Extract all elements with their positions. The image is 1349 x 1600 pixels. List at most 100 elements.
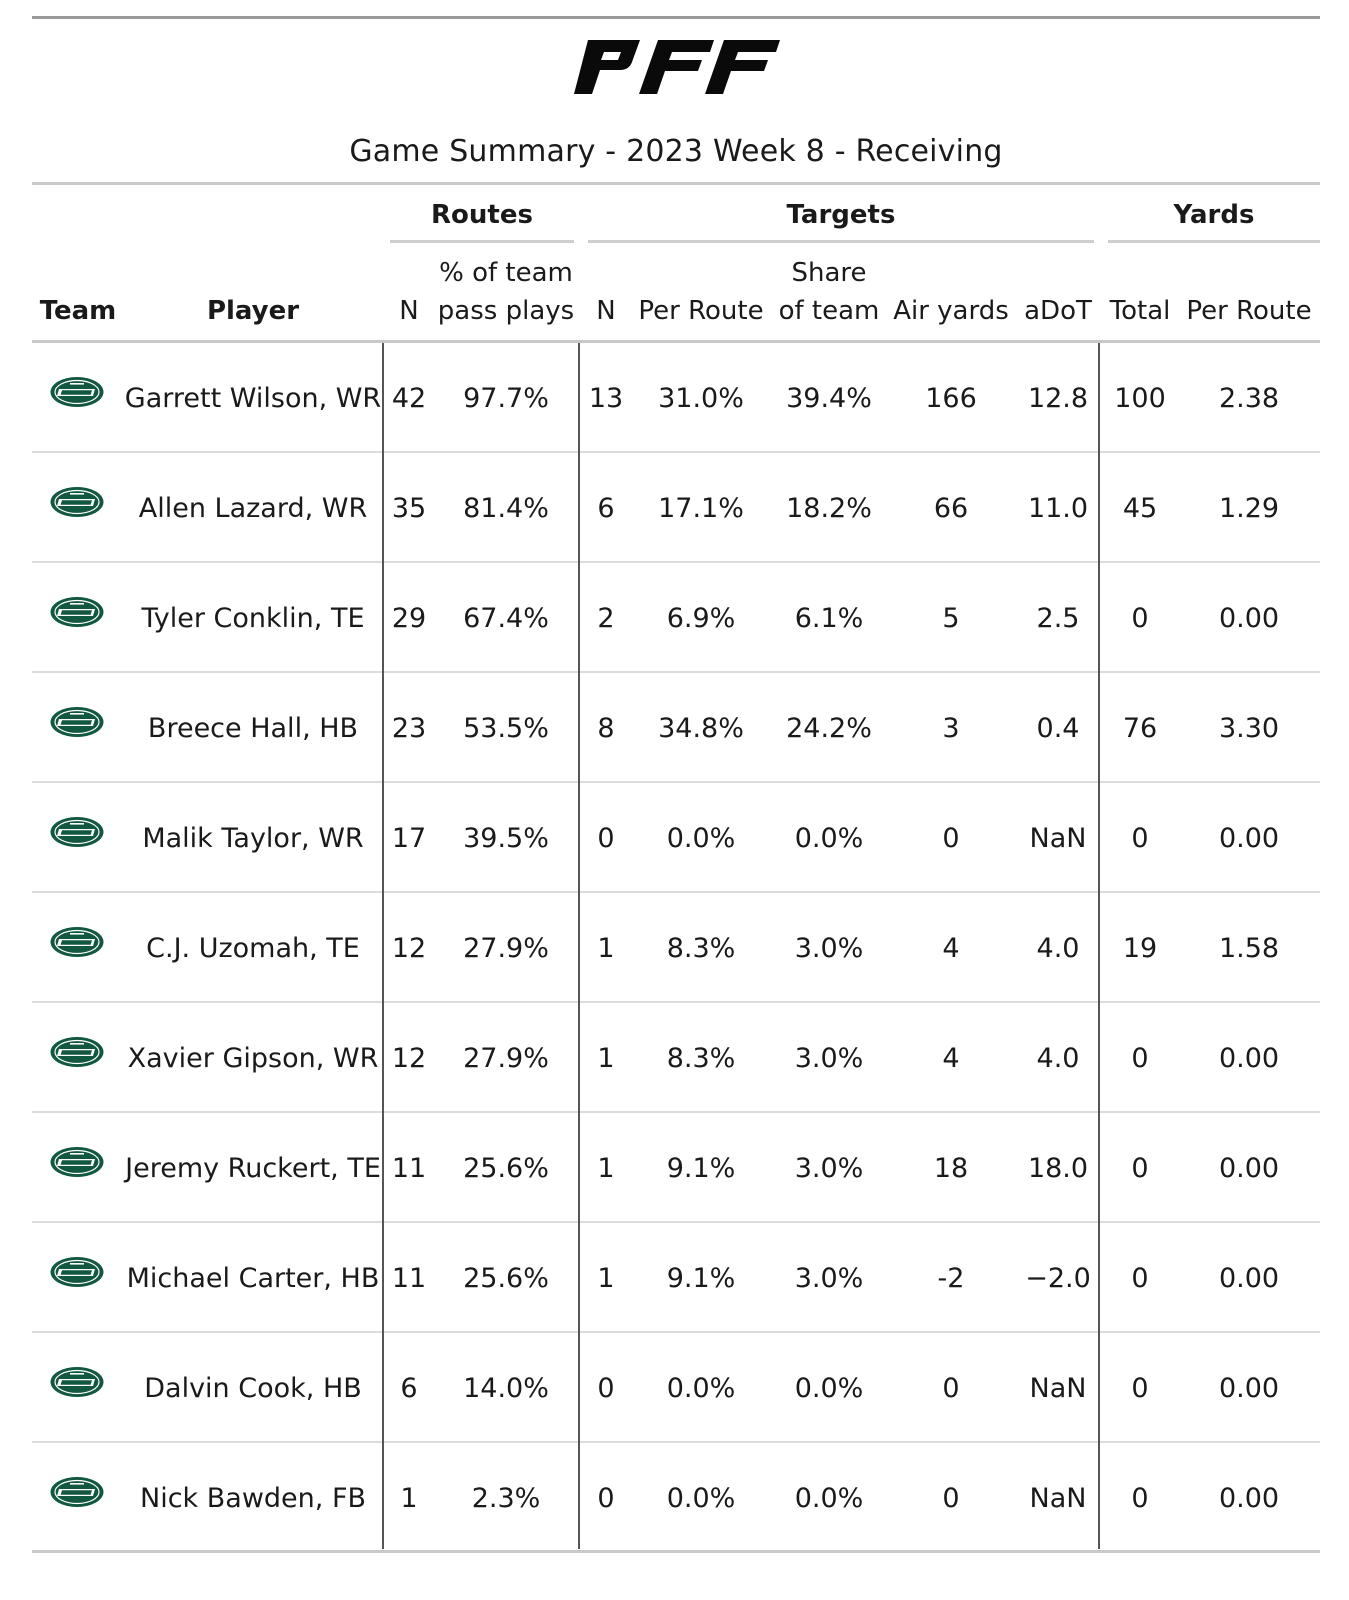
- cell-share: 18.2%: [786, 493, 872, 524]
- cell-yards-total: 0: [1131, 1043, 1149, 1074]
- cell-air-yards: 0: [942, 1483, 960, 1514]
- cell-targets-per-route: 0.0%: [666, 1483, 736, 1514]
- row-separator: [32, 451, 1320, 453]
- cell-yards-per-route: 3.30: [1218, 713, 1280, 744]
- header-rule: [32, 340, 1320, 343]
- pff-logo: [574, 40, 780, 94]
- cell-player: Allen Lazard, WR: [138, 493, 368, 524]
- cell-yards-per-route: 0.00: [1218, 1263, 1280, 1294]
- cell-player: Garrett Wilson, WR: [124, 383, 382, 414]
- cell-targets-per-route: 0.0%: [666, 823, 736, 854]
- cell-player: Breece Hall, HB: [147, 713, 359, 744]
- table-row: C.J. Uzomah, TE 12 27.9% 1 8.3% 3.0% 4 4.0 19 1.5…: [32, 893, 1320, 1003]
- cell-targets-per-route: 34.8%: [658, 713, 744, 744]
- cell-share: 6.1%: [794, 603, 864, 634]
- cell-adot: −2.0: [1025, 1263, 1091, 1294]
- jets-logo-icon: [50, 485, 104, 519]
- cell-routes-n: 12: [391, 933, 427, 964]
- cell-routes-n: 11: [391, 1263, 427, 1294]
- cell-yards-total: 19: [1122, 933, 1158, 964]
- cell-routes-pct: 67.4%: [463, 603, 549, 634]
- table-row: Tyler Conklin, TE 29 67.4% 2 6.9% 6.1% 5 2.5 0 0.…: [32, 563, 1320, 673]
- cell-player: Dalvin Cook, HB: [144, 1373, 362, 1404]
- title-rule: [32, 182, 1320, 185]
- cell-targets-n: 1: [597, 933, 615, 964]
- table-row: Malik Taylor, WR 17 39.5% 0 0.0% 0.0% 0 NaN 0 0.0…: [32, 783, 1320, 893]
- row-separator: [32, 1550, 1320, 1553]
- col-header-adot: aDoT: [1024, 296, 1092, 326]
- jets-logo-icon: [50, 1145, 104, 1179]
- divider-player-routes: [382, 343, 384, 1549]
- cell-player: Malik Taylor, WR: [142, 823, 364, 854]
- col-header-player: Player: [206, 296, 300, 326]
- table-row: Jeremy Ruckert, TE 11 25.6% 1 9.1% 3.0% 18 18.0…: [32, 1113, 1320, 1223]
- row-separator: [32, 1331, 1320, 1333]
- cell-share: 0.0%: [794, 823, 864, 854]
- cell-player: Jeremy Ruckert, TE: [125, 1153, 381, 1184]
- cell-targets-n: 0: [597, 1483, 615, 1514]
- cell-targets-per-route: 0.0%: [666, 1373, 736, 1404]
- cell-adot: NaN: [1029, 823, 1087, 854]
- table-body: Garrett Wilson, WR 42 97.7% 13 31.0% 39.4% 166…: [32, 343, 1320, 1553]
- col-header-share-line2: of team: [778, 296, 880, 326]
- cell-yards-per-route: 0.00: [1218, 1043, 1280, 1074]
- cell-routes-n: 12: [391, 1043, 427, 1074]
- cell-adot: 4.0: [1036, 933, 1080, 964]
- cell-routes-n: 6: [400, 1373, 418, 1404]
- cell-targets-n: 1: [597, 1263, 615, 1294]
- col-header-yards-per-route: Per Route: [1186, 296, 1312, 326]
- col-header-targets-per-route: Per Route: [638, 296, 764, 326]
- cell-yards-total: 100: [1114, 383, 1166, 414]
- cell-yards-per-route: 1.29: [1218, 493, 1280, 524]
- cell-air-yards: 4: [942, 1043, 960, 1074]
- row-separator: [32, 1441, 1320, 1443]
- cell-routes-n: 23: [391, 713, 427, 744]
- row-separator: [32, 561, 1320, 563]
- cell-routes-pct: 27.9%: [463, 1043, 549, 1074]
- cell-adot: 18.0: [1027, 1153, 1089, 1184]
- cell-share: 0.0%: [794, 1483, 864, 1514]
- col-header-routes-pct-line2: pass plays: [437, 296, 575, 326]
- table-row: Garrett Wilson, WR 42 97.7% 13 31.0% 39.4% 166…: [32, 343, 1320, 453]
- cell-yards-total: 76: [1122, 713, 1158, 744]
- cell-share: 39.4%: [786, 383, 872, 414]
- spanner-targets: Targets: [786, 200, 896, 230]
- cell-routes-n: 11: [391, 1153, 427, 1184]
- divider-routes-targets: [578, 343, 580, 1549]
- cell-share: 3.0%: [794, 933, 864, 964]
- col-header-share-line1: Share: [791, 258, 867, 288]
- cell-share: 3.0%: [794, 1153, 864, 1184]
- col-header-yards-total: Total: [1109, 296, 1171, 326]
- table-row: Allen Lazard, WR 35 81.4% 6 17.1% 18.2% 66 11.0…: [32, 453, 1320, 563]
- row-separator: [32, 1001, 1320, 1003]
- cell-air-yards: 18: [933, 1153, 969, 1184]
- cell-adot: 0.4: [1036, 713, 1080, 744]
- cell-routes-n: 17: [391, 823, 427, 854]
- cell-targets-n: 0: [597, 823, 615, 854]
- cell-player: C.J. Uzomah, TE: [146, 933, 360, 964]
- cell-air-yards: -2: [937, 1263, 965, 1294]
- jets-logo-icon: [50, 925, 104, 959]
- cell-targets-n: 6: [597, 493, 615, 524]
- cell-yards-total: 0: [1131, 823, 1149, 854]
- cell-yards-total: 0: [1131, 1263, 1149, 1294]
- table-row: Michael Carter, HB 11 25.6% 1 9.1% 3.0% -2 −2.0…: [32, 1223, 1320, 1333]
- cell-yards-total: 0: [1131, 603, 1149, 634]
- cell-routes-pct: 97.7%: [463, 383, 549, 414]
- row-separator: [32, 671, 1320, 673]
- cell-air-yards: 3: [942, 713, 960, 744]
- jets-logo-icon: [50, 815, 104, 849]
- cell-yards-total: 45: [1122, 493, 1158, 524]
- cell-routes-n: 42: [391, 383, 427, 414]
- table-title: Game Summary - 2023 Week 8 - Receiving: [349, 134, 1003, 169]
- cell-air-yards: 166: [925, 383, 977, 414]
- cell-targets-per-route: 9.1%: [666, 1263, 736, 1294]
- col-header-team: Team: [39, 296, 117, 326]
- jets-logo-icon: [50, 1035, 104, 1069]
- cell-player: Nick Bawden, FB: [140, 1483, 366, 1514]
- table-row: Nick Bawden, FB 1 2.3% 0 0.0% 0.0% 0 NaN 0 0.00: [32, 1443, 1320, 1553]
- jets-logo-icon: [50, 1255, 104, 1289]
- cell-player: Xavier Gipson, WR: [127, 1043, 379, 1074]
- cell-routes-n: 29: [391, 603, 427, 634]
- col-header-routes-n: N: [399, 296, 419, 326]
